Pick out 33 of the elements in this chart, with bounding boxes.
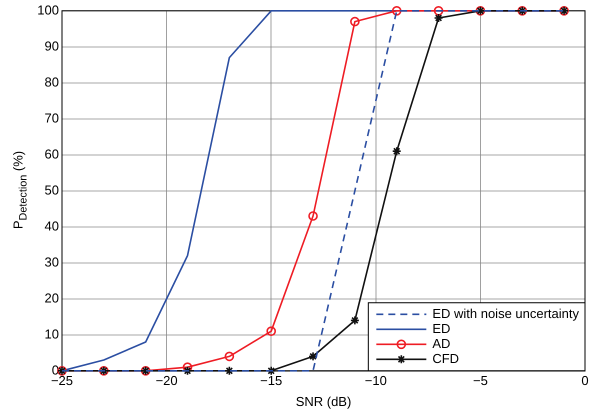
point — [434, 6, 444, 16]
x-tick-label: 0 — [581, 373, 589, 388]
point — [350, 316, 360, 326]
y-tick-label: 100 — [37, 2, 59, 18]
x-tick-label: −20 — [156, 373, 178, 388]
point — [350, 16, 360, 26]
point — [392, 146, 402, 156]
point — [392, 6, 402, 16]
y-tick-label: 60 — [44, 146, 59, 162]
legend-label: CFD — [432, 350, 460, 366]
y-tick-label: 90 — [44, 38, 59, 54]
point — [182, 366, 192, 376]
legend-label: ED with noise uncertainty — [432, 306, 580, 321]
legend-label: ED — [432, 320, 450, 336]
point — [434, 13, 444, 23]
point — [224, 366, 234, 376]
point — [308, 352, 318, 362]
y-tick-label: 80 — [44, 74, 59, 90]
point — [266, 326, 276, 336]
y-tick-label: 30 — [44, 254, 59, 270]
x-axis-title: SNR (dB) — [296, 394, 352, 409]
y-tick-label: 70 — [44, 110, 59, 126]
x-tick-label: −10 — [364, 373, 387, 388]
point — [224, 352, 234, 362]
point — [308, 211, 318, 221]
point — [266, 366, 276, 376]
y-tick-label: 10 — [44, 326, 59, 342]
legend-label: AD — [432, 336, 450, 351]
x-tick-label: −5 — [472, 373, 488, 388]
y-tick-label: 50 — [44, 182, 59, 198]
y-tick-label: 20 — [44, 290, 59, 306]
y-tick-label: 40 — [44, 218, 59, 234]
x-tick-label: −15 — [260, 373, 282, 388]
